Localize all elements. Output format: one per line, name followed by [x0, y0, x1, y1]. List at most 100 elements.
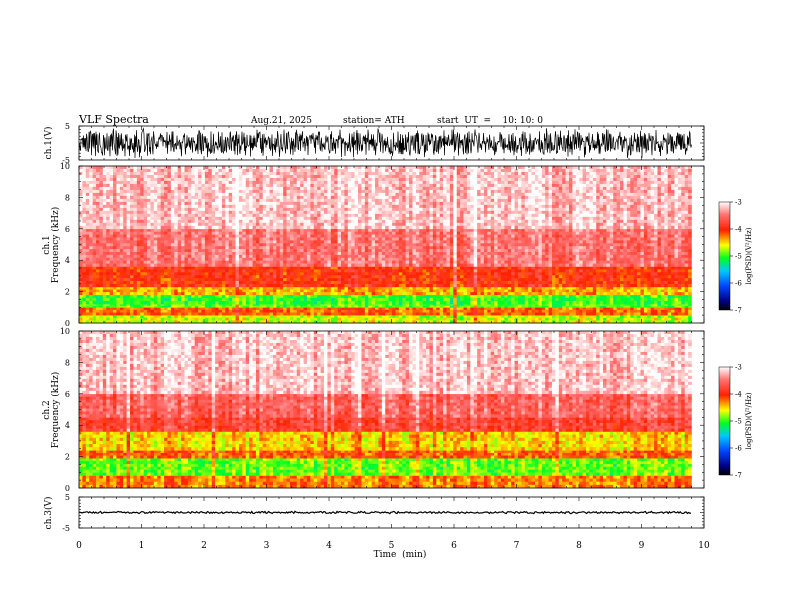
ch1-cell: [113, 272, 117, 276]
ch1-cell: [99, 281, 104, 285]
ch1-cell: [599, 275, 604, 279]
ch1-cell: [654, 237, 658, 241]
ch1-cell: [191, 269, 195, 273]
ch1-cell: [113, 297, 117, 302]
ch1-cell: [368, 269, 372, 273]
ch1-cell: [266, 309, 270, 313]
ch1-cell: [480, 312, 485, 316]
ch1-cell: [334, 283, 338, 288]
ch1-cell: [456, 228, 461, 232]
ch1-cell: [119, 231, 124, 235]
ch1-cell: [511, 309, 515, 313]
ch1-cell: [398, 269, 403, 273]
ch1-cell: [565, 266, 570, 270]
ch1-cell: [177, 309, 182, 313]
ch1-cell: [313, 278, 318, 282]
ch1-cell: [341, 315, 345, 319]
ch1-cell: [558, 307, 563, 311]
ch1-cell: [126, 307, 131, 311]
ch1-cell: [184, 317, 189, 321]
ch1-cell: [341, 312, 345, 316]
ch1-cell: [490, 309, 495, 313]
ch1-cell: [337, 240, 342, 244]
ch1-cell: [606, 309, 611, 313]
ch1-cell: [409, 286, 413, 290]
ch1-cell: [660, 304, 665, 307]
ch1-cell: [215, 297, 219, 302]
ch1-cell: [654, 309, 658, 313]
ch1-cell: [119, 275, 124, 279]
ch1-cell: [238, 320, 243, 324]
ch1-cell: [211, 243, 216, 247]
ch1-cell: [341, 243, 345, 247]
ch1-cell: [371, 294, 376, 299]
ch1-cell: [470, 237, 475, 241]
ch1-cell: [361, 272, 366, 276]
ch1-cell: [637, 281, 641, 285]
ch1-cell: [351, 275, 355, 279]
ch1-cell: [606, 237, 611, 241]
ch1-cell: [402, 237, 406, 241]
ch1-cell: [483, 237, 488, 241]
ch1-cell: [429, 289, 434, 293]
ch1-cell: [511, 240, 515, 244]
ch1-cell: [126, 286, 131, 290]
ch1-cell: [160, 317, 165, 321]
ch1-cell: [681, 315, 685, 319]
ch1-cell: [381, 307, 386, 311]
ch1-cell: [456, 278, 461, 282]
ch1-cell: [303, 315, 308, 319]
ch1-cell: [654, 286, 658, 290]
ch1-cell: [262, 231, 267, 235]
ch1-cell: [371, 275, 376, 279]
ch1-cell: [517, 301, 522, 305]
ch1-cell: [191, 292, 195, 296]
ch1-cell: [551, 301, 556, 305]
ch1-cell: [330, 294, 335, 299]
ch1-cell: [279, 237, 284, 241]
ch1-cell: [123, 304, 127, 307]
ch1-cell: [579, 234, 583, 238]
ch1-cell: [364, 283, 369, 288]
ch1-cell: [351, 305, 355, 308]
ch1-cell: [136, 315, 141, 319]
ch1-cell: [347, 237, 352, 241]
ch1-cell: [429, 320, 434, 324]
ch1-cell: [272, 237, 277, 241]
ch1-cell: [647, 309, 651, 313]
ch1-cell: [654, 305, 658, 308]
ch1-cell: [272, 281, 277, 285]
ch1-cell: [167, 315, 172, 319]
ch1-cell: [79, 283, 83, 288]
ch1-cell: [170, 294, 175, 299]
ch1-cell: [643, 266, 648, 270]
ch1-cell: [204, 228, 209, 232]
ch1-cell: [613, 294, 617, 299]
ch1-cell: [572, 312, 577, 316]
ch1-cell: [548, 286, 553, 290]
ch1-cell: [211, 272, 216, 276]
ch1-cell: [395, 234, 400, 238]
ch1-cell: [640, 320, 645, 324]
ch1-cell: [637, 283, 641, 288]
ch1-cell: [500, 301, 505, 305]
ch1-cell: [412, 294, 417, 299]
ch1-cell: [177, 275, 182, 279]
ch1-cell: [102, 283, 107, 288]
ch1-cell: [385, 272, 389, 276]
ch1-cell: [500, 275, 505, 279]
ch1-cell: [460, 304, 464, 307]
ch1-cell: [402, 317, 406, 321]
ch1-cell: [412, 269, 417, 273]
ch1-cell: [126, 304, 131, 307]
ch1-cell: [633, 320, 638, 324]
ch1-cell: [688, 294, 692, 299]
ch1-cell: [225, 231, 230, 235]
ch1-cell: [184, 243, 189, 247]
ch1-cell: [228, 304, 233, 307]
ch1-cell: [276, 269, 281, 273]
ch1-cell: [402, 297, 406, 302]
ch1-cell: [368, 237, 372, 241]
ch1-cell: [446, 301, 451, 305]
ch1-cell: [582, 292, 587, 296]
